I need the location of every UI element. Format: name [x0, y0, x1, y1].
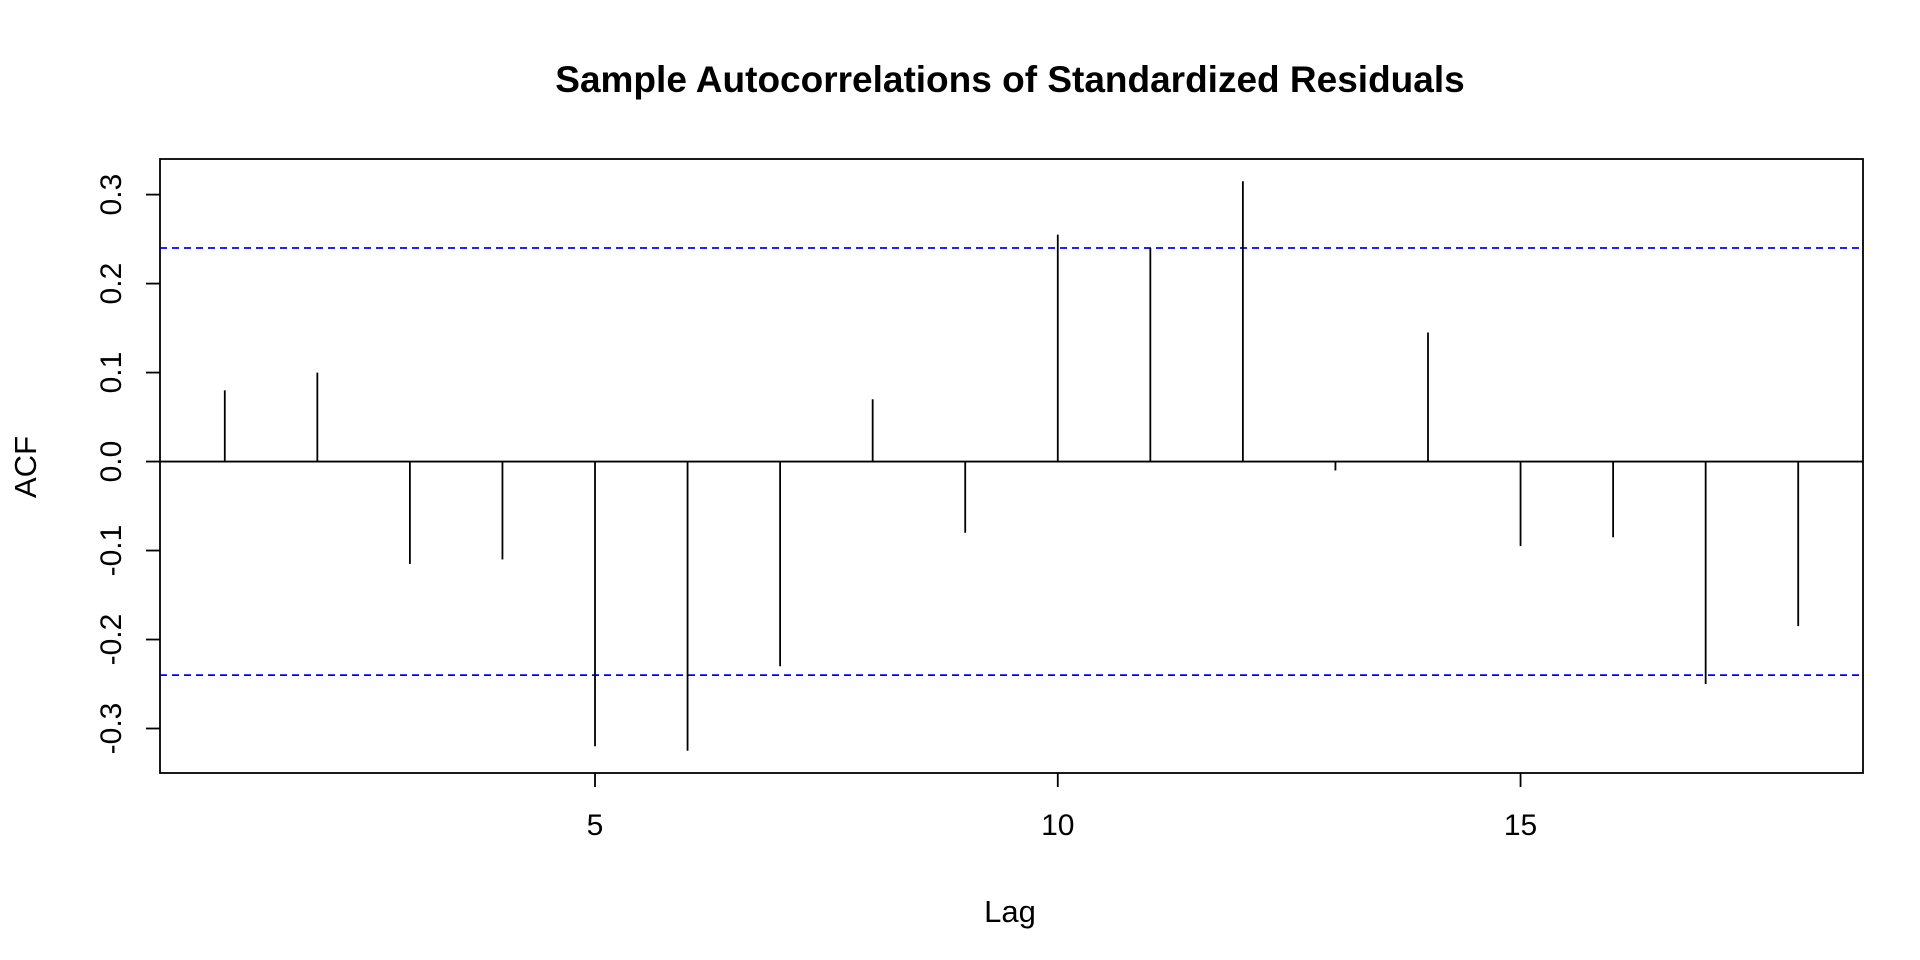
y-tick-label: -0.3	[95, 703, 128, 755]
y-tick-label: 0.0	[95, 441, 128, 483]
y-tick-label: -0.2	[95, 614, 128, 666]
y-tick-label: -0.1	[95, 525, 128, 577]
y-tick-label: 0.2	[95, 263, 128, 305]
x-tick-label: 5	[587, 809, 604, 842]
x-tick-label: 10	[1041, 809, 1074, 842]
x-axis-label: Lag	[984, 894, 1036, 929]
chart-title: Sample Autocorrelations of Standardized …	[555, 59, 1464, 100]
y-axis-label: ACF	[8, 436, 43, 498]
x-tick-label: 15	[1504, 809, 1537, 842]
plot-frame	[159, 158, 1864, 774]
y-tick-label: 0.3	[95, 174, 128, 216]
y-tick-label: 0.1	[95, 352, 128, 394]
plot-area: 5 10 15 -0.3 -0.2 -0.1 0.0 0.1 0.2 0.3	[95, 158, 1864, 842]
